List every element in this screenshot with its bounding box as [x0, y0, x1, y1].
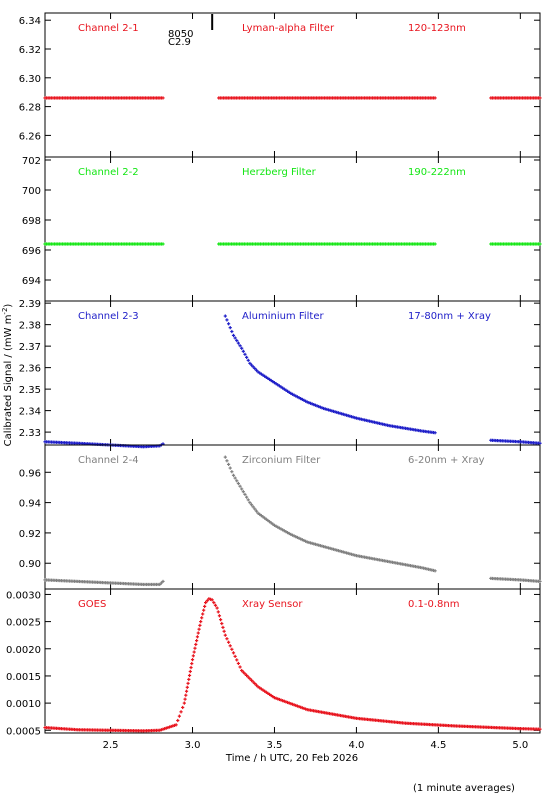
data-segment — [217, 242, 437, 246]
band-label: 120-123nm — [408, 23, 466, 34]
panel-3: 2.33 2.34 2.35 2.36 2.37 2.38 2.39 Channel 2-3 A… — [19, 299, 542, 449]
panel-1: 6.26 6.28 6.30 6.32 6.34 Channel 2-1 Lyman-alp… — [19, 12, 542, 158]
y-tick-label: 2.36 — [19, 364, 41, 375]
filter-label: Xray Sensor — [242, 599, 303, 610]
data-segment — [489, 96, 542, 100]
filter-label: Lyman-alpha Filter — [242, 23, 335, 34]
data-segment — [223, 455, 437, 573]
y-tick-label: 0.0020 — [6, 645, 41, 656]
panel-4: 0.90 0.92 0.94 0.96 Channel 2-4 Zirconium Fil… — [19, 444, 542, 590]
y-tick-label: 694 — [22, 276, 41, 287]
panel-5: 0.0005 0.0010 0.0015 0.0020 0.0025 0.0030 GOES… — [6, 588, 542, 737]
band-label: 0.1-0.8nm — [408, 599, 460, 610]
panel-2: 694 696 698 700 702 Channel 2-2 Herzberg Filte… — [22, 156, 542, 302]
data-segment — [43, 96, 165, 100]
band-label: 17-80nm + Xray — [408, 311, 491, 322]
y-tick-label: 0.96 — [19, 468, 41, 479]
y-tick-label: 0.0030 — [6, 590, 41, 601]
panel-frame — [44, 300, 541, 446]
x-tick-label: 4.5 — [430, 740, 446, 751]
y-tick-label: 6.32 — [19, 45, 41, 56]
y-tick-label: 0.0015 — [6, 672, 41, 683]
data-segment — [43, 578, 165, 587]
series-3 — [43, 314, 542, 449]
data-segment — [223, 314, 437, 435]
event-marker-label-2: C2.9 — [168, 37, 191, 48]
event-marker: 8050 C2.9 — [168, 14, 214, 48]
series-2 — [43, 242, 542, 246]
y-tick-label: 2.35 — [19, 385, 41, 396]
y-tick-label: 6.26 — [19, 131, 41, 142]
channel-label: Channel 2-4 — [78, 455, 139, 466]
y-tick-label: 6.28 — [19, 103, 41, 114]
panel-frame — [44, 12, 541, 158]
y-tick-label: 6.34 — [19, 16, 41, 27]
panels: 6.26 6.28 6.30 6.32 6.34 Channel 2-1 Lyman-alp… — [6, 12, 542, 751]
y-tick-label: 702 — [22, 156, 41, 167]
y-tick-label: 700 — [22, 186, 41, 197]
band-label: 190-222nm — [408, 167, 466, 178]
x-tick-label: 3.5 — [267, 740, 283, 751]
band-label: 6-20nm + Xray — [408, 455, 485, 466]
data-segment — [43, 440, 165, 449]
y-axis-label: Calibrated Signal / (mW m-2) — [1, 304, 14, 447]
data-segment — [43, 242, 165, 246]
x-tick-label: 2.5 — [103, 740, 119, 751]
panel-frame — [44, 588, 541, 734]
y-tick-label: 0.0010 — [6, 699, 41, 710]
y-tick-label: 0.0005 — [6, 726, 41, 737]
filter-label: Zirconium Filter — [242, 455, 321, 466]
panel-frame — [44, 444, 541, 590]
data-segment — [489, 576, 542, 584]
channel-label: Channel 2-3 — [78, 311, 139, 322]
filter-label: Aluminium Filter — [242, 311, 325, 322]
y-tick-label: 2.34 — [19, 407, 41, 418]
series-4 — [43, 455, 542, 587]
y-tick-label: 2.37 — [19, 342, 41, 353]
x-tick-labels: 2.5 3.0 3.5 4.0 4.5 5.0 — [103, 740, 529, 751]
y-tick-label: 0.0025 — [6, 618, 41, 629]
x-tick-label: 3.0 — [185, 740, 201, 751]
filter-label: Herzberg Filter — [242, 167, 317, 178]
channel-label: Channel 2-2 — [78, 167, 139, 178]
x-axis-label: Time / h UTC, 20 Feb 2026 — [225, 753, 358, 764]
x-tick-label: 4.0 — [348, 740, 364, 751]
y-tick-label: 2.39 — [19, 299, 41, 310]
panel-frame — [44, 156, 541, 302]
event-marker-label-1: 8050 — [168, 29, 193, 40]
data-segment — [43, 597, 542, 733]
y-tick-label: 6.30 — [19, 74, 41, 85]
series-1 — [43, 96, 542, 100]
channel-label: Channel 2-1 — [78, 23, 139, 34]
y-tick-label: 696 — [22, 246, 41, 257]
footnote: (1 minute averages) — [413, 783, 515, 794]
y-tick-label: 0.94 — [19, 499, 41, 510]
data-segment — [217, 96, 437, 100]
y-tick-label: 2.33 — [19, 428, 41, 439]
data-segment — [489, 438, 542, 445]
y-tick-label: 0.90 — [19, 559, 41, 570]
data-segment — [489, 242, 542, 246]
channel-label: GOES — [78, 599, 106, 610]
y-tick-label: 2.38 — [19, 321, 41, 332]
y-tick-label: 0.92 — [19, 529, 41, 540]
series-5 — [43, 597, 542, 733]
y-tick-label: 698 — [22, 216, 41, 227]
x-tick-label: 5.0 — [512, 740, 528, 751]
